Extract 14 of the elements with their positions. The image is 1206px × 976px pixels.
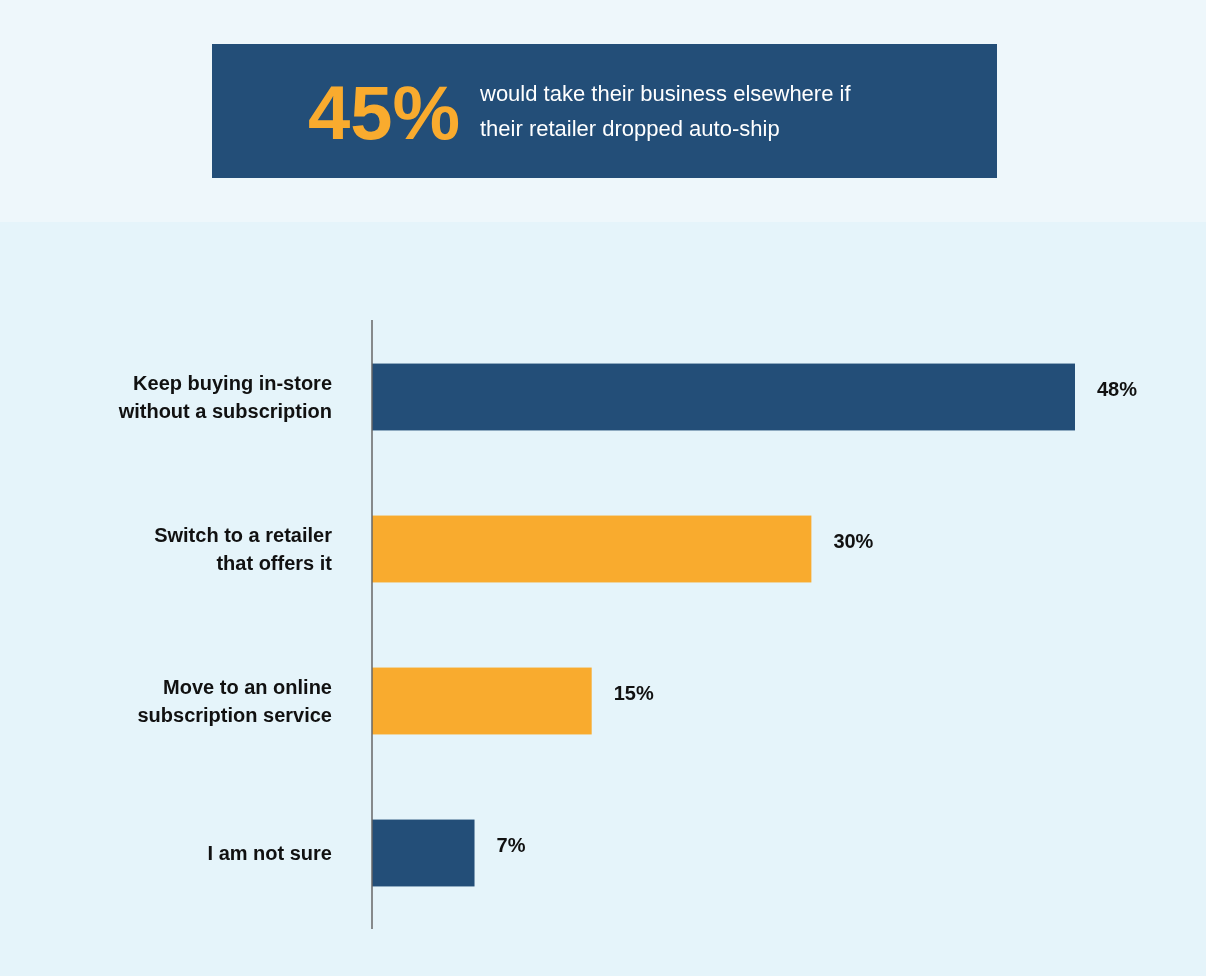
- y-tick-label: I am not sure: [207, 842, 332, 864]
- data-label: 15%: [613, 681, 654, 704]
- data-label: 48%: [1097, 377, 1138, 400]
- y-tick-label: Move to an online subscription service: [137, 676, 332, 726]
- y-tick-label: Keep buying in-store without a subscription: [117, 372, 332, 422]
- bar: [372, 667, 592, 735]
- y-tick-label: Switch to a retailer that offers it: [154, 524, 333, 574]
- bar: [372, 363, 1075, 431]
- chart-title: 45%: [307, 70, 460, 155]
- chart-subtitle: would take their business elsewhere if their retailer dropped auto-ship: [479, 81, 852, 141]
- data-label: 7%: [496, 833, 526, 856]
- data-label: 30%: [833, 529, 874, 552]
- bar: [372, 515, 812, 583]
- bar: [372, 819, 475, 887]
